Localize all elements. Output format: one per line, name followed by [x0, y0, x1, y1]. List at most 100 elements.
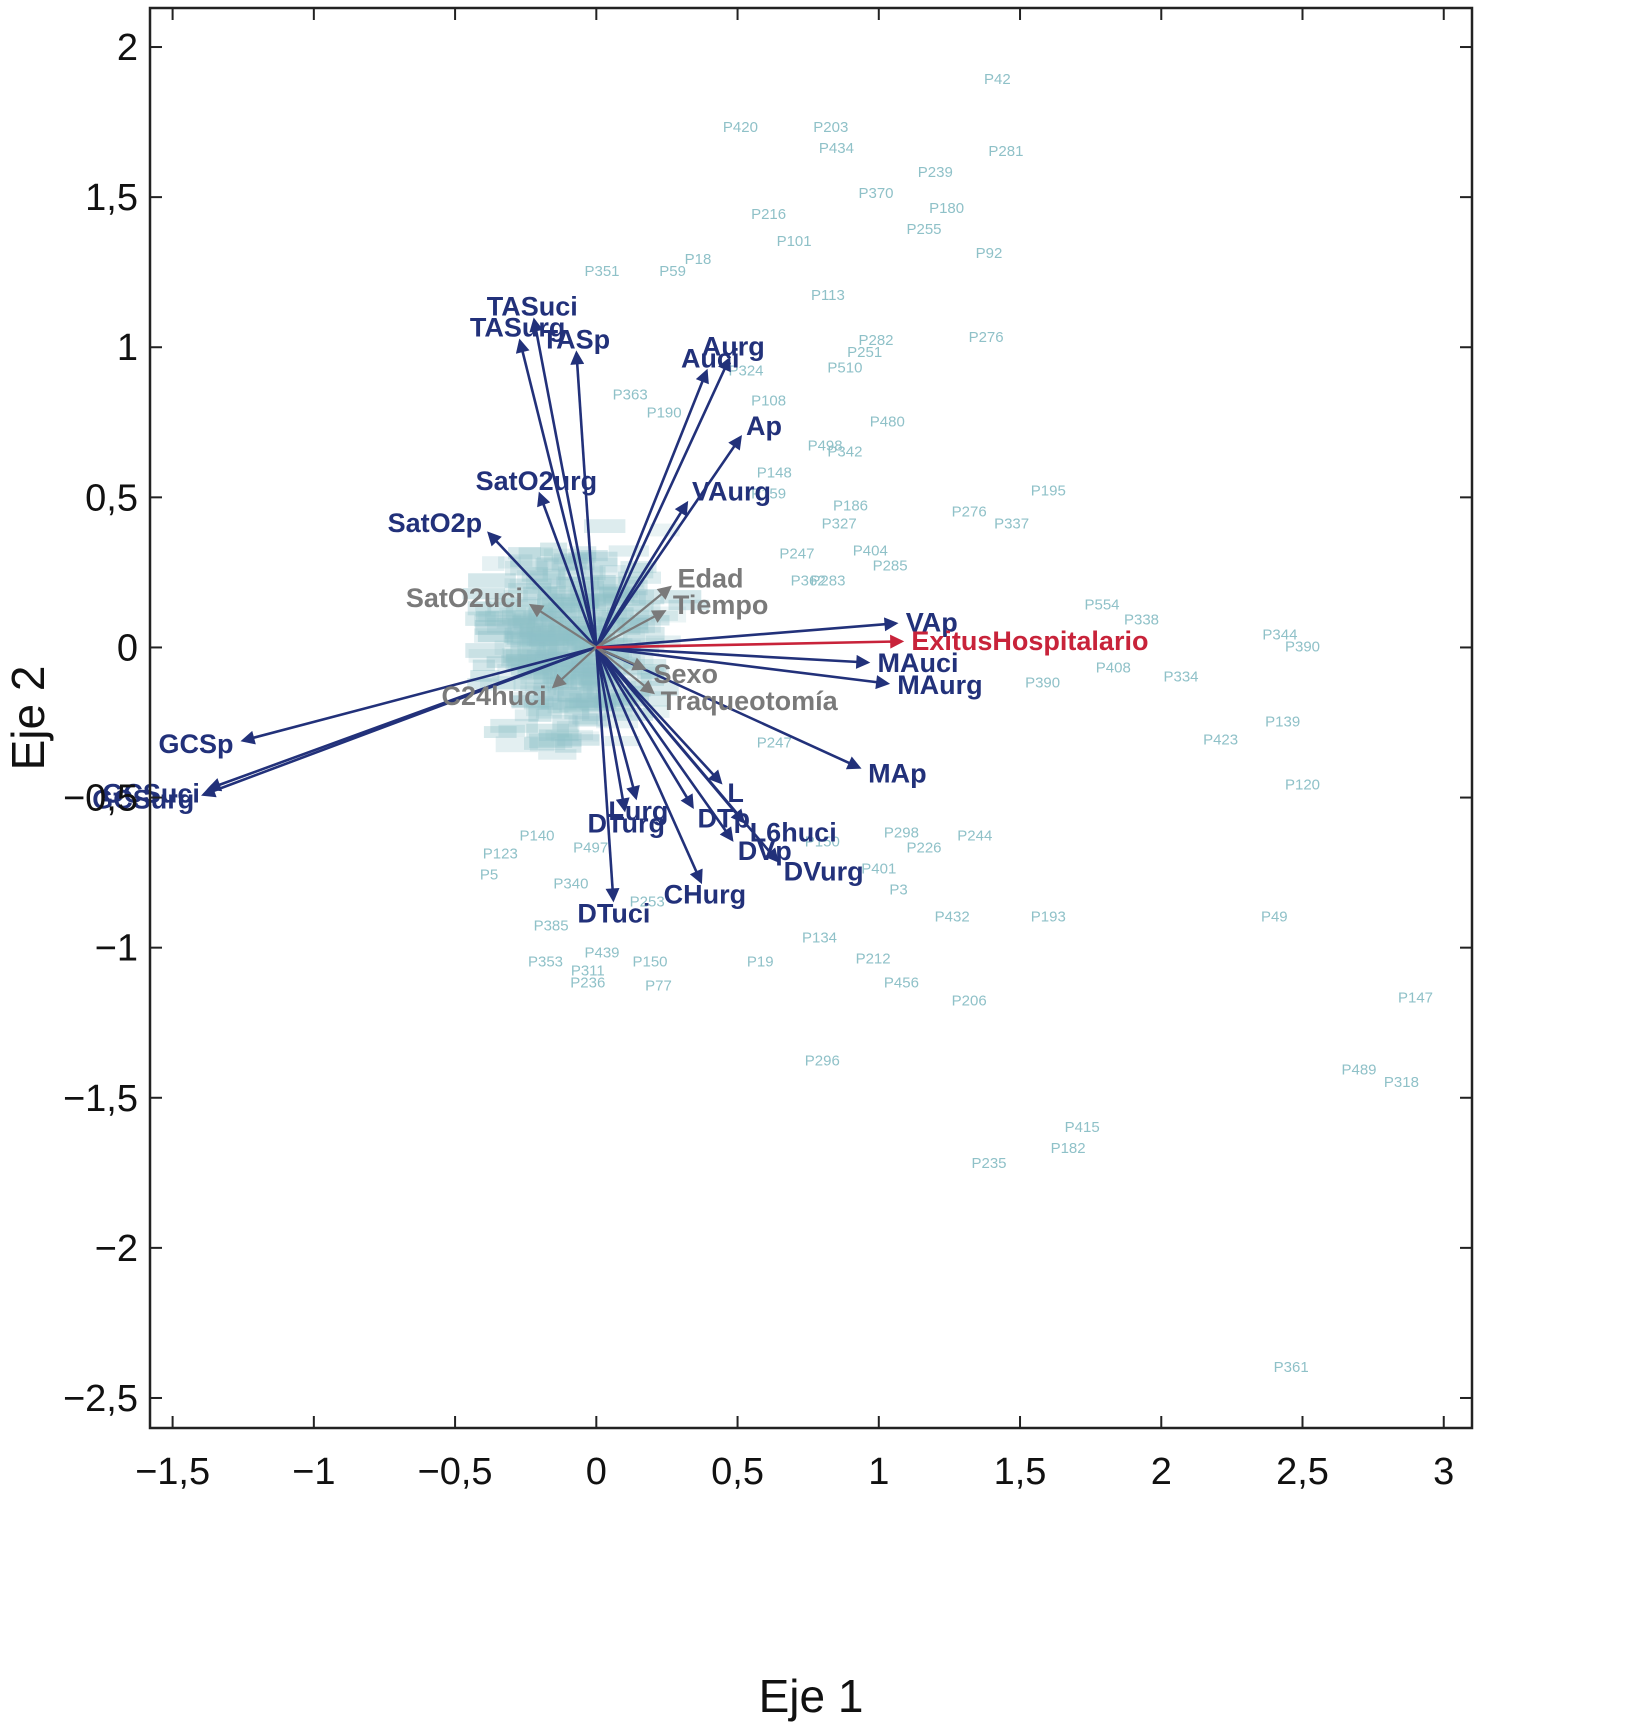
cloud-point: [557, 690, 605, 703]
axis-ticks: −1,5 −1 −0,5 0 0,5 1 1,5 2 2,5 3 2 1,5 1 0,5 0 −0,5 −1 −1…: [63, 8, 1472, 1493]
cloud-point: [562, 674, 602, 685]
cloud-point: [526, 649, 569, 661]
cloud-point: [512, 615, 535, 628]
cloud-point: [524, 737, 566, 750]
observation-label: P247: [757, 734, 792, 751]
vector-label: SatO2uci: [406, 583, 523, 613]
cloud-point: [517, 570, 561, 585]
observation-label: P408: [1096, 659, 1131, 676]
cloud-point: [559, 577, 596, 593]
cloud-point: [593, 633, 616, 645]
observation-label: P203: [813, 119, 848, 136]
vector-arrow: [595, 646, 694, 809]
cloud-point: [556, 721, 580, 733]
cloud-point: [517, 630, 551, 641]
vector-label: L6huci: [750, 817, 837, 847]
vector-label: Tiempo: [673, 590, 769, 620]
cloud-point: [551, 555, 576, 571]
cloud-point: [532, 686, 560, 701]
vector-arrow: [596, 617, 899, 649]
vector-label: TASurg: [470, 313, 566, 343]
observation-label: P5: [480, 867, 498, 884]
cloud-point: [547, 632, 584, 644]
vector-arrow: [595, 646, 779, 863]
vector-arrow: [551, 646, 598, 689]
vector-label: Aurg: [702, 332, 765, 362]
cloud-point: [487, 598, 514, 614]
cloud-point: [535, 558, 559, 571]
vector-arrow: [570, 350, 598, 648]
cloud-point: [590, 575, 616, 590]
observation-label: P434: [819, 140, 854, 157]
cloud-point: [503, 590, 528, 603]
cloud-point: [568, 699, 613, 711]
cloud-point: [519, 619, 547, 630]
cloud-point: [529, 737, 555, 752]
vector-arrow: [595, 585, 672, 649]
cloud-point: [519, 632, 557, 646]
observation-label: P340: [553, 876, 588, 893]
cloud-point: [529, 571, 565, 585]
cloud-point: [571, 659, 606, 670]
vector-label: Ap: [746, 411, 782, 441]
cloud-point: [475, 623, 522, 635]
cloud-point: [570, 602, 598, 614]
cloud-point: [542, 568, 566, 580]
observation-label: P251: [847, 344, 882, 361]
cloud-point: [512, 692, 548, 708]
cloud-point: [594, 673, 620, 684]
observation-label: P244: [957, 828, 992, 845]
cloud-point: [591, 557, 618, 573]
vector-arrow: [595, 647, 620, 903]
cloud-point: [529, 634, 558, 647]
cloud-point: [498, 724, 525, 737]
cloud-point: [609, 630, 645, 642]
observation-label: P285: [873, 557, 908, 574]
vector-label: SatO2urg: [476, 466, 598, 496]
cloud-point: [547, 686, 582, 701]
cloud-point: [565, 697, 613, 708]
cloud-point: [558, 687, 594, 703]
y-tick-label: 1,5: [85, 177, 138, 219]
cloud-point: [668, 599, 710, 611]
observation-label: P59: [659, 263, 686, 280]
cloud-point: [517, 640, 559, 657]
cloud-point: [613, 618, 649, 634]
cloud-point: [533, 683, 557, 696]
observation-label: P351: [584, 263, 619, 280]
cloud-point: [521, 637, 546, 654]
observation-label: P370: [858, 185, 893, 202]
vector-label: Edad: [678, 564, 744, 594]
cloud-point: [566, 672, 593, 686]
cloud-point: [548, 624, 575, 635]
cloud-point: [538, 624, 568, 635]
y-tick-label: −1,5: [63, 1078, 138, 1120]
cloud-point: [505, 648, 532, 662]
cloud-point: [584, 629, 611, 641]
cloud-point: [503, 630, 532, 644]
cloud-point: [542, 603, 590, 619]
cloud-point: [519, 653, 563, 664]
cloud-point: [553, 553, 588, 565]
cloud-point: [508, 583, 551, 594]
cloud-point: [482, 556, 505, 571]
cloud-point: [507, 657, 537, 671]
y-tick-label: 2: [117, 27, 138, 69]
cloud-point: [631, 589, 654, 605]
cloud-point: [588, 593, 619, 606]
cloud-point: [520, 685, 564, 696]
cloud-point: [556, 597, 600, 609]
cloud-point: [623, 627, 665, 643]
cloud-point: [530, 627, 556, 642]
vector-arrow: [201, 646, 597, 798]
x-tick-label: 2: [1151, 1451, 1172, 1493]
cloud-point: [550, 617, 593, 631]
cloud-point: [536, 598, 564, 609]
vector-label: GCSurg: [92, 785, 194, 815]
cloud-point: [492, 676, 527, 689]
observation-label: P113: [811, 287, 845, 304]
cloud-point: [504, 578, 552, 594]
observation-label: P195: [1031, 482, 1066, 499]
observation-label: P497: [573, 840, 608, 857]
